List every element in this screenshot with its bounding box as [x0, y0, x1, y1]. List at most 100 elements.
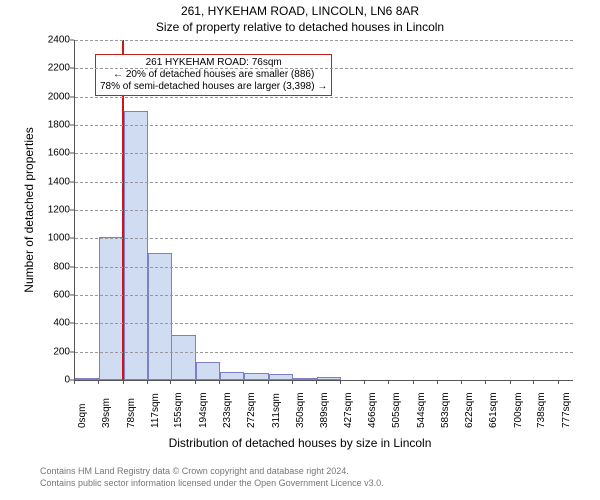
gridline: [75, 295, 573, 296]
x-tick-label: 700sqm: [513, 392, 524, 428]
y-tick: [70, 238, 74, 239]
x-tick: [292, 380, 293, 384]
gridline: [75, 97, 573, 98]
y-tick: [70, 351, 74, 352]
gridline: [75, 323, 573, 324]
annotation-line-1: 261 HYKEHAM ROAD: 76sqm: [100, 57, 327, 69]
x-tick-label: 39sqm: [101, 398, 112, 428]
y-tick-label: 2400: [30, 35, 70, 46]
x-tick-label: 505sqm: [391, 392, 402, 428]
y-tick-label: 1200: [30, 205, 70, 216]
x-tick: [74, 380, 75, 384]
x-tick-label: 622sqm: [464, 392, 475, 428]
x-tick-label: 661sqm: [488, 392, 499, 428]
x-tick: [195, 380, 196, 384]
footer-line-1: Contains HM Land Registry data © Crown c…: [40, 466, 349, 476]
y-tick-label: 1600: [30, 148, 70, 159]
histogram-bar: [171, 335, 195, 380]
histogram-bar: [148, 253, 172, 381]
y-tick-label: 600: [30, 290, 70, 301]
y-tick: [70, 181, 74, 182]
x-tick-label: 544sqm: [416, 392, 427, 428]
y-tick-label: 400: [30, 318, 70, 329]
gridline: [75, 182, 573, 183]
gridline: [75, 40, 573, 41]
gridline: [75, 68, 573, 69]
x-tick: [510, 380, 511, 384]
x-tick-label: 194sqm: [198, 392, 209, 428]
y-tick: [70, 40, 74, 41]
gridline: [75, 352, 573, 353]
x-tick-label: 583sqm: [440, 392, 451, 428]
y-tick: [70, 210, 74, 211]
y-tick: [70, 295, 74, 296]
gridline: [75, 238, 573, 239]
x-tick: [268, 380, 269, 384]
x-tick: [485, 380, 486, 384]
y-tick-label: 1400: [30, 176, 70, 187]
annotation-line-2: ← 20% of detached houses are smaller (88…: [100, 69, 327, 81]
annotation-line-3: 78% of semi-detached houses are larger (…: [100, 81, 327, 93]
y-tick-label: 1800: [30, 120, 70, 131]
x-tick-label: 738sqm: [536, 392, 547, 428]
histogram-bar: [269, 374, 293, 380]
x-tick: [243, 380, 244, 384]
x-tick: [388, 380, 389, 384]
x-axis-label: Distribution of detached houses by size …: [0, 436, 600, 450]
histogram-bar: [220, 372, 244, 381]
gridline: [75, 210, 573, 211]
y-tick-label: 2200: [30, 63, 70, 74]
y-tick-label: 0: [30, 375, 70, 386]
footer-line-2: Contains public sector information licen…: [40, 478, 384, 488]
y-tick: [70, 96, 74, 97]
annotation-box: 261 HYKEHAM ROAD: 76sqm ← 20% of detache…: [95, 54, 332, 96]
x-tick-label: 233sqm: [222, 392, 233, 428]
gridline: [75, 267, 573, 268]
x-tick-label: 272sqm: [246, 392, 257, 428]
x-tick: [461, 380, 462, 384]
x-tick: [98, 380, 99, 384]
histogram-bar: [244, 373, 268, 380]
x-tick: [413, 380, 414, 384]
histogram-bar: [99, 237, 123, 380]
x-tick-label: 466sqm: [367, 392, 378, 428]
y-tick-label: 200: [30, 346, 70, 357]
x-tick: [558, 380, 559, 384]
x-tick-label: 427sqm: [343, 392, 354, 428]
y-tick-label: 800: [30, 261, 70, 272]
chart-page: 261, HYKEHAM ROAD, LINCOLN, LN6 8AR Size…: [0, 0, 600, 500]
x-tick: [437, 380, 438, 384]
x-tick: [219, 380, 220, 384]
x-tick: [123, 380, 124, 384]
x-tick-label: 311sqm: [271, 393, 282, 428]
x-tick-label: 0sqm: [77, 404, 88, 428]
gridline: [75, 153, 573, 154]
x-tick-label: 155sqm: [173, 392, 184, 428]
histogram-bar: [317, 377, 341, 380]
y-tick: [70, 266, 74, 267]
x-tick-label: 350sqm: [295, 392, 306, 428]
x-tick-label: 78sqm: [126, 398, 137, 428]
y-tick: [70, 68, 74, 69]
y-tick-label: 1000: [30, 233, 70, 244]
x-tick: [340, 380, 341, 384]
histogram-bar: [293, 378, 317, 380]
histogram-bar: [75, 378, 99, 380]
x-tick-label: 389sqm: [319, 392, 330, 428]
gridline: [75, 125, 573, 126]
x-tick: [533, 380, 534, 384]
histogram-bar: [196, 362, 220, 380]
histogram-bar: [124, 111, 148, 380]
y-tick-label: 2000: [30, 91, 70, 102]
x-tick: [147, 380, 148, 384]
page-title-desc: Size of property relative to detached ho…: [0, 20, 600, 34]
page-title-address: 261, HYKEHAM ROAD, LINCOLN, LN6 8AR: [0, 4, 600, 18]
x-tick-label: 117sqm: [150, 393, 161, 428]
x-tick-label: 777sqm: [561, 392, 572, 428]
x-tick: [364, 380, 365, 384]
x-tick: [170, 380, 171, 384]
y-tick: [70, 153, 74, 154]
y-tick: [70, 125, 74, 126]
plot-area: 261 HYKEHAM ROAD: 76sqm ← 20% of detache…: [74, 40, 573, 381]
y-tick: [70, 323, 74, 324]
